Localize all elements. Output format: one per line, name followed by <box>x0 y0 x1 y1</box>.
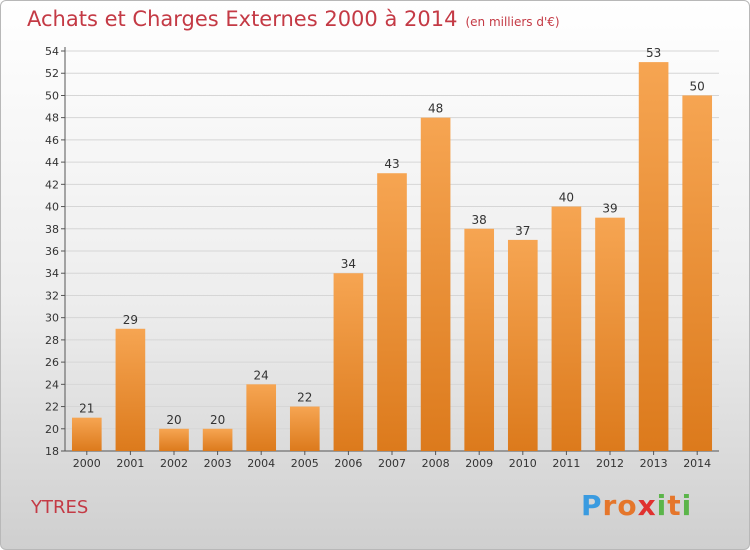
y-tick-label: 40 <box>45 201 59 214</box>
chart-title-text: Achats et Charges Externes 2000 à 2014 <box>27 7 458 31</box>
bar-2005 <box>289 406 320 451</box>
bar-2013 <box>638 62 669 451</box>
y-tick-label: 38 <box>45 223 59 236</box>
data-label-2000: 21 <box>79 402 94 416</box>
data-label-2012: 39 <box>602 202 617 216</box>
bar-2003 <box>202 428 233 451</box>
logo-letter: x <box>637 489 657 522</box>
bar-2011 <box>551 206 582 451</box>
data-label-2009: 38 <box>472 213 487 227</box>
data-label-2006: 34 <box>341 257 356 271</box>
x-tick-label-2012: 2012 <box>596 457 624 470</box>
y-tick-label: 46 <box>45 134 59 147</box>
y-tick-label: 20 <box>45 423 59 436</box>
data-label-2007: 43 <box>384 157 399 171</box>
logo-letter: i <box>656 489 668 522</box>
bar-2012 <box>595 217 625 451</box>
y-tick-label: 50 <box>45 89 59 102</box>
logo-letter: i <box>681 489 693 522</box>
y-tick-label: 34 <box>45 267 59 280</box>
x-tick-label-2013: 2013 <box>640 457 668 470</box>
x-tick-label-2011: 2011 <box>552 457 580 470</box>
data-label-2003: 20 <box>210 413 225 427</box>
chart-subtitle: (en milliers d'€) <box>465 15 560 29</box>
bar-2009 <box>464 228 495 451</box>
y-tick-label: 36 <box>45 245 59 258</box>
data-label-2005: 22 <box>297 391 312 405</box>
y-tick-label: 48 <box>45 112 59 125</box>
bar-2000 <box>71 417 102 451</box>
bars: 21 29 20 20 24 22 34 43 48 38 37 40 39 53 50 <box>71 46 713 452</box>
bar-2006 <box>333 273 364 451</box>
x-tick-label-2010: 2010 <box>509 457 537 470</box>
chart-title: Achats et Charges Externes 2000 à 2014 (e… <box>27 7 560 31</box>
x-tick-label-2006: 2006 <box>334 457 362 470</box>
bar-2001 <box>115 328 146 451</box>
x-tick-label-2014: 2014 <box>683 457 711 470</box>
data-label-2002: 20 <box>166 413 181 427</box>
logo-letter: t <box>667 489 682 522</box>
x-tick-label-2002: 2002 <box>160 457 188 470</box>
data-label-2013: 53 <box>646 46 661 60</box>
data-label-2014: 50 <box>690 79 705 93</box>
x-tick-label-2007: 2007 <box>378 457 406 470</box>
x-tick-label-2003: 2003 <box>204 457 232 470</box>
y-tick-label: 28 <box>45 334 59 347</box>
commune-name: YTRES <box>31 497 89 518</box>
bar-2002 <box>159 428 189 451</box>
data-label-2004: 24 <box>254 368 269 382</box>
bar-2014 <box>682 95 713 451</box>
x-tick-label-2004: 2004 <box>247 457 275 470</box>
y-tick-label: 52 <box>45 67 59 80</box>
y-tick-label: 42 <box>45 178 59 191</box>
logo-letter: o <box>617 489 638 522</box>
bar-2008 <box>420 117 451 452</box>
x-tick-label-2005: 2005 <box>291 457 319 470</box>
x-tick-label-2001: 2001 <box>116 457 144 470</box>
data-label-2011: 40 <box>559 191 574 205</box>
y-tick-label: 30 <box>45 312 59 325</box>
x-tick-label-2008: 2008 <box>422 457 450 470</box>
x-tick-label-2000: 2000 <box>73 457 101 470</box>
y-tick-label: 22 <box>45 401 59 414</box>
y-tick-label: 18 <box>45 445 59 458</box>
bar-2007 <box>377 173 407 451</box>
bar-2004 <box>246 384 277 451</box>
y-tick-label: 54 <box>45 45 59 58</box>
y-tick-label: 24 <box>45 378 59 391</box>
x-tick-label-2009: 2009 <box>465 457 493 470</box>
bar-2010 <box>507 239 538 451</box>
y-tick-label: 26 <box>45 356 59 369</box>
logo-letter: r <box>602 489 618 522</box>
data-label-2010: 37 <box>515 224 530 238</box>
axes: 18 20 22 24 26 28 30 32 34 36 38 40 42 44 46 48 50 52 54 20… <box>45 45 719 470</box>
data-label-2001: 29 <box>123 313 138 327</box>
logo-letter: P <box>581 489 603 522</box>
y-tick-label: 44 <box>45 156 59 169</box>
data-label-2008: 48 <box>428 102 443 116</box>
proxiti-logo[interactable]: Proxiti <box>581 489 692 522</box>
y-tick-label: 32 <box>45 289 59 302</box>
